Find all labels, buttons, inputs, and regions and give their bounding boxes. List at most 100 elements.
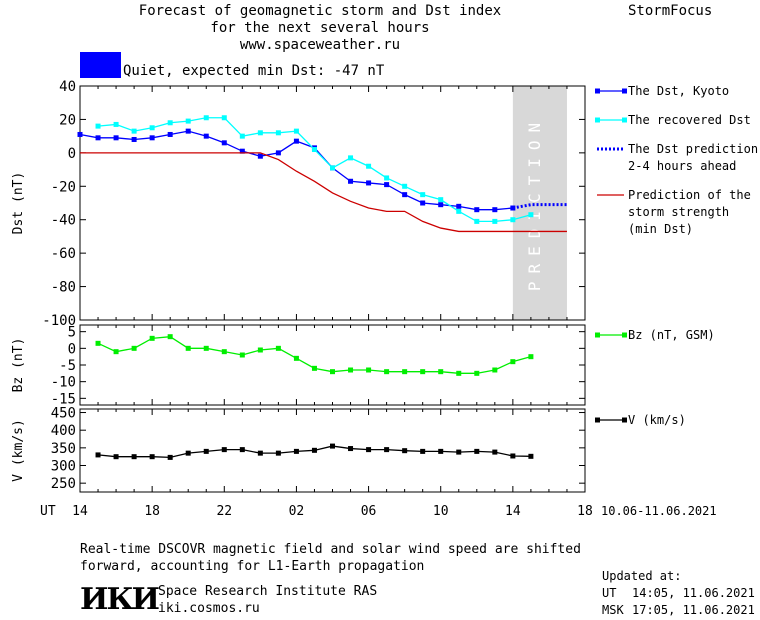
updated-ut-value: 14:05, 11.06.2021 [632,586,755,600]
brand-label: StormFocus [628,3,713,19]
iki-logo: ИКИ [80,582,160,617]
updated-msk-value: 17:05, 11.06.2021 [632,603,755,617]
data-point [510,217,516,223]
data-point [239,133,245,139]
data-point [366,447,372,453]
ut-tick-label: 22 [216,504,232,519]
institute-site[interactable]: iki.cosmos.ru [158,601,260,616]
data-point [221,349,227,355]
y-tick-label: -40 [51,213,76,229]
series-line [97,117,532,223]
data-point [113,349,119,355]
data-point [420,448,426,454]
data-point [366,163,372,169]
data-point [131,345,137,351]
footer-note-line-1: Real-time DSCOVR magnetic field and sola… [80,542,581,557]
data-point [77,131,83,137]
y-tick-label: 20 [59,112,76,128]
ut-tick-label: 06 [361,504,377,519]
data-point [311,147,317,153]
y-tick-label: 450 [51,406,76,422]
ut-tick-label: 18 [144,504,160,519]
data-point [456,203,462,209]
data-point [293,138,299,144]
data-point [167,131,173,137]
y-axis-label: Dst (nT) [11,172,26,235]
data-point [239,352,245,358]
y-tick-label: 5 [68,325,76,341]
data-point [348,178,354,184]
institute-name: Space Research Institute RAS [158,584,378,599]
data-point [348,446,354,452]
legend-label: Bz (nT, GSM) [628,328,715,342]
data-point [384,182,390,188]
y-tick-label: -15 [51,391,76,407]
title-line-1: Forecast of geomagnetic storm and Dst in… [138,3,502,19]
data-point [348,155,354,161]
legend-label: 2-4 hours ahead [628,159,736,173]
data-point [384,447,390,453]
data-point [330,369,335,375]
title-line-2: for the next several hours [210,20,430,36]
y-tick-label: -80 [51,280,76,296]
data-point [311,365,317,371]
y-tick-label: -60 [51,246,76,262]
data-point [438,202,444,208]
y-tick-label: 300 [51,459,76,475]
data-point [330,443,335,449]
legend-label: Prediction of the [628,188,751,202]
data-point [275,130,281,136]
data-point [167,120,173,126]
series-line [80,152,567,233]
data-point [275,450,281,456]
data-point [185,450,191,456]
data-point [95,452,101,458]
data-point [221,140,227,146]
data-point [275,345,281,351]
legend-marker [622,332,627,338]
data-point [528,212,534,218]
data-point [95,123,101,129]
data-point [402,183,408,189]
ut-tick-label: 18 [577,504,593,519]
panel-frame [79,408,586,493]
legend-label: (min Dst) [628,222,693,236]
updated-msk-label: MSK [602,603,624,617]
y-tick-label: 250 [51,476,76,492]
data-point [492,449,498,455]
data-point [492,367,498,373]
y-axis-label: V (km/s) [11,419,26,482]
status-swatch [80,52,121,78]
legend-marker [622,417,627,423]
legend-marker [622,88,627,94]
updated-ut: UT 14:05, 11.06.2021 [602,586,755,600]
data-point [257,450,263,456]
status-text: Quiet, expected min Dst: -47 nT [123,63,385,79]
y-tick-label: -100 [42,313,76,329]
data-point [239,148,245,154]
data-point [366,367,372,373]
data-point [149,125,155,131]
data-point [149,454,155,460]
data-point [456,449,462,455]
data-point [185,118,191,124]
data-point [149,135,155,141]
data-point [293,448,299,454]
y-tick-label: -5 [59,358,76,374]
data-point [113,121,119,127]
ut-tick-label: 02 [289,504,305,519]
data-point [167,454,173,460]
data-point [348,367,354,373]
data-point [510,359,516,365]
data-point [293,128,299,134]
legend-label: The Dst prediction [628,142,758,156]
data-point [366,180,372,186]
ut-date-range: 10.06-11.06.2021 [601,504,717,518]
ut-tick-label: 14 [72,504,88,519]
title-line-3[interactable]: www.spaceweather.ru [239,37,401,53]
data-point [203,133,209,139]
data-point [438,197,444,203]
data-point [95,340,101,346]
legend-label: The Dst, Kyoto [628,84,729,98]
